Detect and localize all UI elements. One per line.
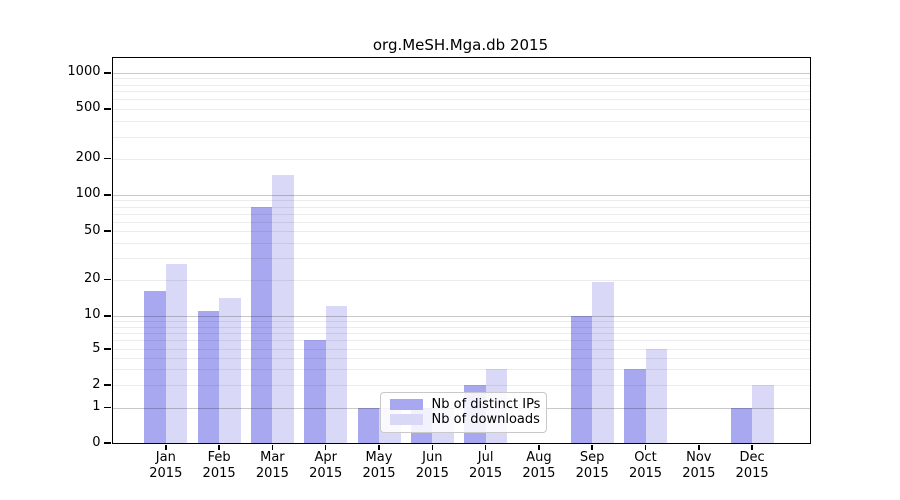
gridline-minor <box>112 385 810 386</box>
x-axis-tick-label: Mar 2015 <box>255 449 289 482</box>
y-axis-tick-label: 2 <box>92 376 101 392</box>
y-tick-mark <box>104 442 111 444</box>
x-tick-mark <box>378 444 380 450</box>
gridline-minor <box>112 357 810 359</box>
gridline-minor <box>112 120 810 122</box>
bar-distinct-ips-jan <box>144 291 166 443</box>
x-tick-mark <box>484 444 487 450</box>
bar-distinct-ips-may <box>357 407 379 443</box>
bar-downloads-oct <box>645 349 667 443</box>
gridline-minor <box>112 332 810 334</box>
y-axis-tick-label: 1 <box>92 399 101 414</box>
gridline-minor <box>112 242 810 244</box>
gridline-minor <box>112 369 810 371</box>
chart-title: org.MeSH.Mga.db 2015 <box>372 36 549 54</box>
legend-item-downloads: Nb of downloads <box>389 412 540 428</box>
gridline-minor <box>112 84 810 86</box>
x-tick-mark <box>324 444 327 450</box>
x-tick-mark <box>218 444 220 450</box>
y-tick-mark <box>104 230 111 232</box>
bar-downloads-apr <box>325 306 348 443</box>
bar-downloads-mar <box>272 175 294 443</box>
y-axis-tick-label: 200 <box>75 150 101 165</box>
y-axis-tick-label: 20 <box>83 271 101 286</box>
y-axis-tick-label: 500 <box>75 100 101 116</box>
gridline-minor <box>112 349 810 350</box>
gridline-minor <box>112 200 810 202</box>
y-tick-mark <box>104 384 111 386</box>
y-tick-mark <box>104 406 111 409</box>
y-tick-mark <box>104 157 111 160</box>
x-tick-mark <box>431 444 434 450</box>
x-axis-tick-label: Nov 2015 <box>682 449 716 482</box>
legend-label-downloads: Nb of downloads <box>431 412 540 428</box>
legend-item-distinct-ips: Nb of distinct IPs <box>389 396 541 412</box>
gridline-major <box>112 72 810 75</box>
bar-distinct-ips-oct <box>624 369 646 443</box>
gridline-minor <box>112 108 810 110</box>
gridline-minor <box>112 213 810 215</box>
y-tick-mark <box>104 72 111 74</box>
y-axis-tick-label: 10 <box>83 307 101 323</box>
y-tick-mark <box>104 108 111 110</box>
x-axis-tick-label: Jun 2015 <box>415 449 449 482</box>
x-tick-mark <box>165 444 167 450</box>
y-tick-mark <box>104 194 111 196</box>
gridline-minor <box>112 279 810 281</box>
bar-downloads-jan <box>165 263 188 443</box>
x-tick-mark <box>751 444 753 450</box>
legend-label-distinct-ips: Nb of distinct IPs <box>431 396 541 412</box>
plot-area: 0 1 2 5 10 20 50 100 200 500 1000 Jan 2015 Feb 2015 Ma… <box>67 56 811 481</box>
x-tick-mark <box>538 444 540 450</box>
x-axis-tick-label: May 2015 <box>362 449 396 482</box>
gridline-major <box>112 194 810 197</box>
x-axis-tick-label: Aug 2015 <box>522 449 556 482</box>
legend: Nb of distinct IPs Nb of downloads <box>379 391 547 433</box>
gridline-minor <box>112 99 810 101</box>
x-tick-mark <box>698 444 700 450</box>
gridline-minor <box>112 258 810 259</box>
x-axis-tick-label: Jan 2015 <box>149 449 183 482</box>
gridline-minor <box>112 206 810 208</box>
x-tick-mark <box>591 444 593 450</box>
x-axis-tick-label: Jul 2015 <box>469 449 503 482</box>
y-axis-tick-label: 0 <box>92 434 101 450</box>
gridline-minor <box>112 320 810 322</box>
x-tick-mark <box>644 444 647 450</box>
bar-distinct-ips-feb <box>197 310 220 443</box>
x-axis-tick-label: Dec 2015 <box>735 449 769 482</box>
bar-distinct-ips-dec <box>730 407 753 443</box>
gridline-minor <box>112 91 810 93</box>
bar-downloads-sep <box>592 282 614 443</box>
gridline-minor <box>112 158 810 160</box>
gridline-minor <box>112 221 810 223</box>
gridline-minor <box>112 231 810 232</box>
x-axis-tick-label: Apr 2015 <box>309 449 343 482</box>
x-axis-tick-label: Oct 2015 <box>628 449 663 482</box>
gridline-major <box>112 315 810 317</box>
y-tick-mark <box>104 278 111 281</box>
gridline-minor <box>112 78 810 80</box>
y-tick-mark <box>104 315 111 317</box>
y-axis-tick-label: 5 <box>92 340 101 356</box>
bar-distinct-ips-apr <box>304 340 326 443</box>
gridline-minor <box>112 340 810 342</box>
y-axis-tick-label: 1000 <box>67 64 101 80</box>
y-tick-mark <box>104 348 111 350</box>
y-axis-tick-label: 50 <box>83 222 101 238</box>
gridline-minor <box>112 326 810 328</box>
bar-distinct-ips-sep <box>570 315 593 443</box>
bar-downloads-dec <box>752 385 774 443</box>
x-axis-tick-label: Feb 2015 <box>202 449 236 482</box>
x-tick-mark <box>271 444 274 450</box>
legend-swatch-distinct-ips <box>389 398 423 410</box>
legend-swatch-downloads <box>389 414 423 426</box>
x-axis-tick-label: Sep 2015 <box>575 449 609 482</box>
bar-downloads-feb <box>219 298 241 443</box>
y-axis-tick-label: 100 <box>75 186 101 202</box>
bar-distinct-ips-mar <box>250 206 273 443</box>
gridline-minor <box>112 136 810 138</box>
